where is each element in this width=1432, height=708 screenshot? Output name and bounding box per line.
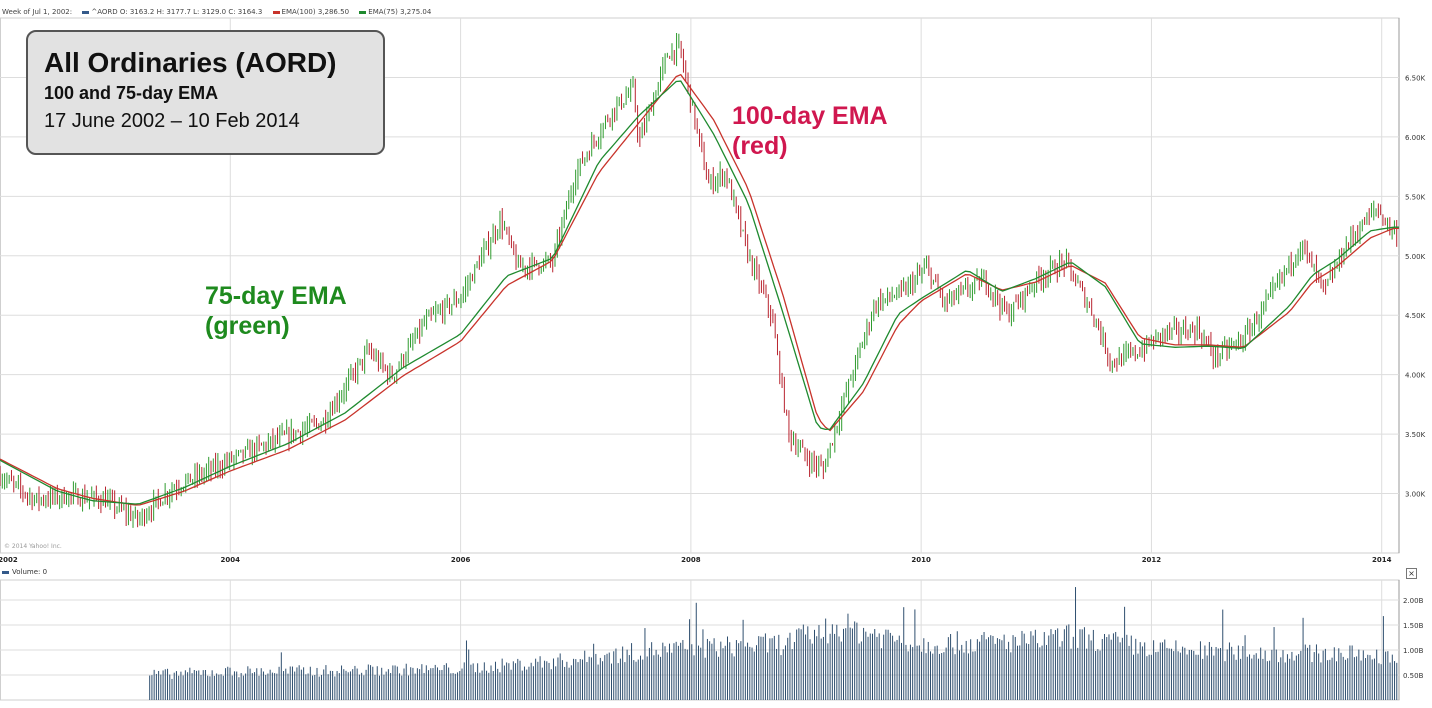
- volume-swatch: [2, 570, 9, 574]
- copyright-text: © 2014 Yahoo! Inc.: [4, 543, 62, 550]
- volume-label: Volume: 0: [12, 568, 48, 576]
- x-tick-label: 2010: [911, 556, 931, 564]
- ema100-annotation-line1: 100-day EMA: [732, 102, 888, 130]
- x-tick-label: 2004: [221, 556, 241, 564]
- header-ema75: EMA(75) 3,275.04: [368, 8, 432, 16]
- ema100-annotation-line2: (red): [732, 132, 788, 160]
- price-tick-label: 3.50K: [1405, 431, 1426, 439]
- ema75-line: [0, 80, 1399, 505]
- volume-tick-label: 1.00B: [1403, 647, 1424, 655]
- header-week: Week of Jul 1, 2002:: [2, 8, 73, 16]
- x-tick-label: 2012: [1142, 556, 1162, 564]
- ema75-annotation-line2: (green): [205, 312, 290, 340]
- ema100-swatch: [272, 10, 280, 14]
- x-tick-label: 2006: [451, 556, 471, 564]
- x-tick-label: 2014: [1372, 556, 1392, 564]
- price-tick-label: 3.00K: [1405, 491, 1426, 499]
- price-tick-label: 6.50K: [1405, 74, 1426, 82]
- volume-tick-label: 1.50B: [1403, 622, 1424, 630]
- data-header: Week of Jul 1, 2002: ^AORD O: 3163.2 H: …: [2, 8, 433, 16]
- volume-header: Volume: 0: [2, 568, 47, 576]
- volume-bars: [149, 587, 1398, 700]
- ema100-annotation: 100-day EMA (red): [732, 101, 888, 161]
- ema75-swatch: [359, 10, 367, 14]
- price-tick-label: 4.00K: [1405, 372, 1426, 380]
- ema100-line: [0, 73, 1399, 506]
- header-ema100: EMA(100) 3,286.50: [281, 8, 350, 16]
- aord-swatch: [82, 10, 90, 14]
- x-tick-label: 2002: [0, 556, 18, 564]
- chart-subtitle: 100 and 75-day EMA: [44, 83, 219, 103]
- price-tick-label: 6.00K: [1405, 134, 1426, 142]
- x-tick-label: 2008: [681, 556, 701, 564]
- price-tick-label: 5.00K: [1405, 253, 1426, 261]
- price-tick-label: 5.50K: [1405, 193, 1426, 201]
- volume-tick-label: 0.50B: [1403, 672, 1424, 680]
- volume-tick-label: 2.00B: [1403, 597, 1424, 605]
- chart-date-range: 17 June 2002 – 10 Feb 2014: [44, 110, 300, 132]
- ema75-annotation: 75-day EMA (green): [205, 281, 347, 341]
- title-box: All Ordinaries (AORD) 100 and 75-day EMA…: [26, 30, 385, 155]
- chart-title: All Ordinaries (AORD): [44, 47, 337, 78]
- header-ohlc: ^AORD O: 3163.2 H: 3177.7 L: 3129.0 C: 3…: [91, 8, 263, 16]
- ema75-annotation-line1: 75-day EMA: [205, 282, 347, 310]
- close-icon[interactable]: ×: [1406, 568, 1417, 579]
- price-tick-label: 4.50K: [1405, 312, 1426, 320]
- price-bars: [0, 33, 1398, 528]
